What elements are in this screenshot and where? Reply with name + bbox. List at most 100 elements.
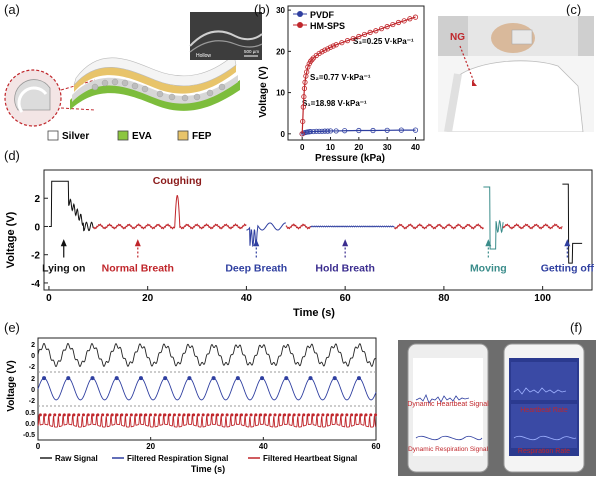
legend-fep: FEP: [192, 131, 212, 142]
e-heart-peak: [273, 413, 277, 417]
e-signal-2: [37, 413, 377, 428]
e-resp-peak: [66, 376, 71, 381]
e-heart-peak: [359, 413, 363, 417]
d-event-label-0: Lying on: [42, 263, 85, 275]
d-signal-segment-4: [310, 225, 395, 228]
e-heart-peak: [220, 413, 224, 417]
b-ytick-label: 20: [276, 47, 285, 56]
e-heart-peak: [345, 413, 349, 417]
e-heart-peak: [196, 413, 200, 417]
b-annot-s1: S₁=18.98 V·kPa⁻¹: [302, 99, 367, 108]
patient-body: [447, 60, 584, 132]
e-heart-peak: [48, 413, 52, 417]
e-legend-resp: Filtered Respiration Signal: [127, 454, 228, 463]
e-heart-peak: [110, 413, 114, 417]
d-xtick-label: 100: [534, 293, 551, 304]
b-point: [350, 35, 356, 42]
e-heart-peak: [139, 413, 143, 417]
e-heart-peak: [374, 413, 378, 417]
d-ytick-label: -4: [31, 279, 40, 290]
b-point: [313, 128, 319, 134]
b-point: [412, 14, 419, 20]
e-xtick-label: 40: [259, 442, 268, 451]
e-signal-1: [37, 377, 377, 401]
b-point: [333, 42, 339, 48]
b-point: [319, 49, 325, 55]
e-resp-peak: [211, 376, 216, 381]
e-resp-peak: [260, 376, 265, 381]
e-resp-peak: [235, 376, 240, 381]
d-signal-segment-5: [394, 223, 484, 230]
b-point: [325, 46, 331, 52]
panel-d-label: (d): [4, 148, 20, 163]
d-signal-segment-3: [285, 223, 311, 230]
e-heart-peak: [230, 413, 234, 417]
e-ytick-label: 2: [31, 342, 35, 349]
e-resp-peak: [284, 376, 289, 381]
e-heart-peak: [182, 413, 186, 417]
b-point: [407, 16, 413, 22]
panel-e-chart: Voltage (V) Time (s) Raw Signal Filtered…: [6, 337, 381, 474]
e-resp-peak: [332, 376, 337, 381]
e-heart-peak: [283, 413, 287, 417]
d-event-label-5: Moving: [470, 263, 507, 275]
sensor-tag: NG: [450, 32, 465, 43]
d-ytick-label: -2: [31, 251, 40, 262]
e-legend: Raw Signal Filtered Respiration Signal F…: [40, 454, 357, 463]
b-annot-s3: S₃=0.25 V·kPa⁻¹: [353, 37, 414, 46]
panel-c-label: (c): [566, 2, 582, 17]
e-heart-peak: [330, 413, 334, 417]
e-signal-0: [37, 342, 377, 368]
b-xlabel: Pressure (kPa): [315, 153, 385, 164]
b-point: [322, 128, 328, 134]
e-resp-peak: [187, 376, 192, 381]
hollow-dome: [14, 79, 51, 111]
silver-top-layer: [73, 54, 237, 87]
b-xtick-label: 20: [354, 143, 363, 152]
e-heart-peak: [153, 413, 157, 417]
e-ytick-label: 0.0: [25, 421, 35, 428]
e-heart-peak: [53, 413, 57, 417]
b-point: [384, 127, 390, 133]
b-annot-s2: S₂=0.77 V·kPa⁻¹: [310, 73, 371, 82]
e-heart-peak: [58, 413, 62, 417]
e-ytick-label: 2: [31, 376, 35, 383]
b-point: [378, 26, 385, 32]
d-xtick-label: 80: [438, 293, 450, 304]
sem-scale-label: 500 µm: [244, 49, 259, 54]
b-xtick-label: 0: [300, 143, 305, 152]
d-event-arrowhead: [60, 239, 67, 247]
e-heart-peak: [211, 413, 215, 417]
e-xtick-label: 20: [146, 442, 155, 451]
e-ytick-label: -0.5: [23, 432, 35, 439]
e-legend-raw: Raw Signal: [55, 454, 98, 463]
e-ytick-label: 0.5: [25, 410, 35, 417]
b-point: [367, 29, 373, 35]
b-point: [322, 47, 328, 53]
b-point: [356, 127, 362, 134]
e-heart-peak: [364, 413, 368, 417]
panel-f-phones: Dynamic Heartbeat Signal Dynamic Respira…: [398, 340, 596, 476]
e-heart-peak: [225, 413, 229, 417]
b-point: [301, 94, 307, 100]
b-point: [300, 118, 306, 125]
e-heart-peak: [43, 413, 47, 417]
panel-b-label: (b): [254, 2, 270, 17]
e-heart-peak: [115, 413, 119, 417]
e-xtick-label: 60: [372, 442, 381, 451]
d-ytick-label: 0: [34, 222, 40, 233]
e-heart-peak: [335, 413, 339, 417]
b-ylabel: Voltage (V): [258, 66, 269, 117]
e-resp-peak: [114, 376, 119, 381]
d-event-label-3: Deep Breath: [225, 263, 287, 275]
phone1-respiration-label: Dynamic Respiration Signal: [408, 446, 488, 453]
d-ytick-label: 2: [34, 194, 40, 205]
b-point: [310, 128, 317, 135]
b-point: [309, 56, 315, 63]
e-heart-peak: [235, 413, 239, 417]
e-heart-peak: [302, 413, 306, 417]
e-heart-peak: [278, 413, 282, 417]
d-event-arrowhead: [134, 239, 141, 247]
b-point: [339, 40, 345, 46]
d-event-arrowhead: [342, 239, 349, 247]
